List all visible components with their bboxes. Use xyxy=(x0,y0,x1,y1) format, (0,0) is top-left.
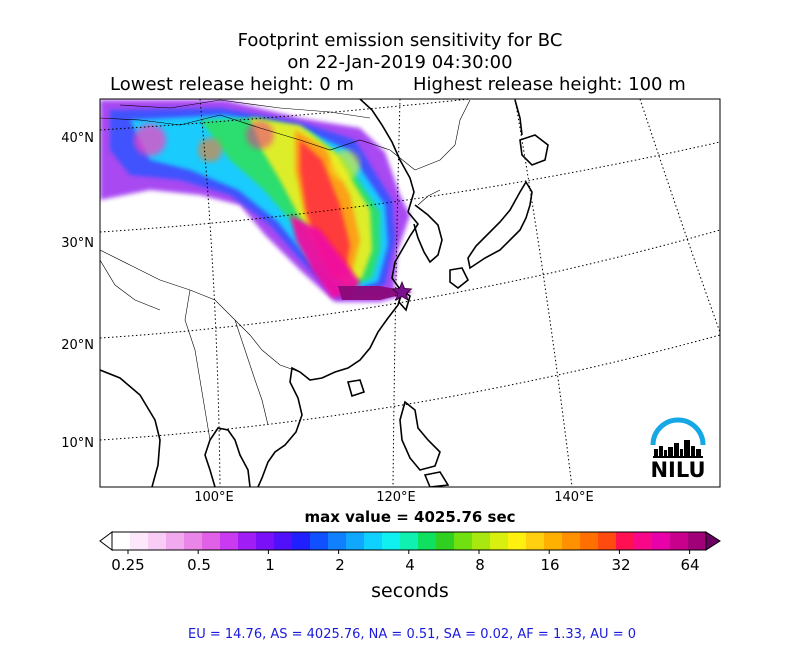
colorbar-segment xyxy=(508,532,527,550)
regional-summary-footer: EU = 14.76, AS = 4025.76, NA = 0.51, SA … xyxy=(187,627,636,642)
coast-philippines xyxy=(399,400,441,471)
nilu-logo-text: NILU xyxy=(650,458,706,482)
max-value-label: max value = 4025.76 sec xyxy=(304,508,516,526)
plume-layer-red xyxy=(300,140,350,278)
plume-blob-north xyxy=(330,150,360,180)
colorbar-segment xyxy=(202,532,221,550)
colorbar-tick-1: 1 xyxy=(265,556,275,574)
colorbar-segment xyxy=(454,532,473,550)
colorbar-segment xyxy=(598,532,617,550)
colorbar-segment xyxy=(130,532,149,550)
map-frame xyxy=(99,98,721,488)
coast-sakhalin xyxy=(514,99,523,136)
nilu-logo xyxy=(650,417,706,458)
border-india-china xyxy=(100,259,161,311)
colorbar-segment xyxy=(436,532,455,550)
colorbar-segment xyxy=(490,532,509,550)
meridian-160e xyxy=(639,99,720,334)
colorbar-segment xyxy=(364,532,383,550)
colorbar-segment xyxy=(562,532,581,550)
lon-tick-120e: 120°E xyxy=(376,490,416,505)
lat-tick-20n: 20°N xyxy=(61,338,94,353)
plume-blob-west-1 xyxy=(134,124,166,156)
coast-russia-north xyxy=(359,99,415,213)
colorbar-segment xyxy=(292,532,311,550)
colorbar-tick-16: 16 xyxy=(540,556,560,574)
colorbar-segment xyxy=(238,532,257,550)
border-china-southwest xyxy=(100,249,301,373)
colorbar-segment xyxy=(328,532,347,550)
colorbar-tick-0-25: 0.25 xyxy=(111,556,145,574)
coast-asia-mainland xyxy=(257,211,419,487)
lowest-release-height: Lowest release height: 0 m xyxy=(110,74,354,95)
coast-indochina xyxy=(204,427,251,487)
country-borders xyxy=(100,99,471,441)
plume-blob-west-3 xyxy=(246,121,274,149)
border-mongolia-russia xyxy=(119,99,371,119)
parallel-20n xyxy=(100,229,720,339)
lon-tick-100e: 100°E xyxy=(194,490,234,505)
colorbar-segment xyxy=(112,532,131,550)
colorbar-segment xyxy=(670,532,689,550)
release-site-star xyxy=(391,280,413,301)
colorbar-segment xyxy=(310,532,329,550)
colorbar-segment xyxy=(382,532,401,550)
colorbar-segment xyxy=(166,532,185,550)
coast-korea xyxy=(413,204,443,264)
chart-subtitle: on 22-Jan-2019 04:30:00 xyxy=(287,52,513,73)
logo-skyline-icon xyxy=(653,440,703,458)
colorbar-segment xyxy=(418,532,437,550)
border-china-mongolia xyxy=(100,114,416,171)
colorbar-segment xyxy=(544,532,563,550)
border-north-korea xyxy=(417,189,441,206)
lat-tick-10n: 10°N xyxy=(61,436,94,451)
lon-tick-140e: 140°E xyxy=(554,490,594,505)
colorbar-segment xyxy=(580,532,599,550)
colorbar-segment xyxy=(346,532,365,550)
colorbar-tick-4: 4 xyxy=(405,556,415,574)
colorbar-segment xyxy=(652,532,671,550)
coast-japan-kyushu xyxy=(449,267,470,290)
border-laos-thailand xyxy=(234,319,269,426)
colorbar-segment xyxy=(400,532,419,550)
coast-mindanao xyxy=(423,471,450,487)
colorbar-segment xyxy=(616,532,635,550)
colorbar-tick-64: 64 xyxy=(680,556,700,574)
coast-japan-hokkaido xyxy=(519,134,549,166)
meridian-100e xyxy=(199,99,221,487)
plume-layer-magenta xyxy=(290,215,360,298)
lat-tick-30n: 30°N xyxy=(61,236,94,251)
colorbar-tick-0-5: 0.5 xyxy=(187,556,211,574)
coast-hainan xyxy=(346,379,366,398)
colorbar-segment xyxy=(256,532,275,550)
colorbar-segment xyxy=(688,532,707,550)
parallel-10n xyxy=(100,334,720,441)
colorbar-min-arrow xyxy=(99,531,113,551)
colorbar-segment xyxy=(472,532,491,550)
colorbar-unit-label: seconds xyxy=(371,580,449,602)
colorbar-segment xyxy=(220,532,239,550)
colorbar-segment xyxy=(148,532,167,550)
lat-tick-40n: 40°N xyxy=(61,131,94,146)
coast-japan-honshu xyxy=(467,180,533,270)
colorbar-tick-8: 8 xyxy=(475,556,485,574)
coastlines xyxy=(100,99,549,487)
colorbar-segment xyxy=(274,532,293,550)
colorbar-segment xyxy=(634,532,653,550)
chart-title: Footprint emission sensitivity for BC xyxy=(237,30,563,51)
border-myanmar xyxy=(184,289,211,441)
colorbar-max-arrow xyxy=(705,531,721,551)
colorbar-segment xyxy=(184,532,203,550)
colorbar-segment xyxy=(526,532,545,550)
highest-release-height: Highest release height: 100 m xyxy=(413,74,686,95)
logo-arc-icon xyxy=(650,417,706,446)
colorbar-tick-32: 32 xyxy=(611,556,631,574)
border-china-russia-east xyxy=(414,99,471,171)
coast-bay-of-bengal xyxy=(100,369,161,487)
colorbar-tick-2: 2 xyxy=(335,556,345,574)
